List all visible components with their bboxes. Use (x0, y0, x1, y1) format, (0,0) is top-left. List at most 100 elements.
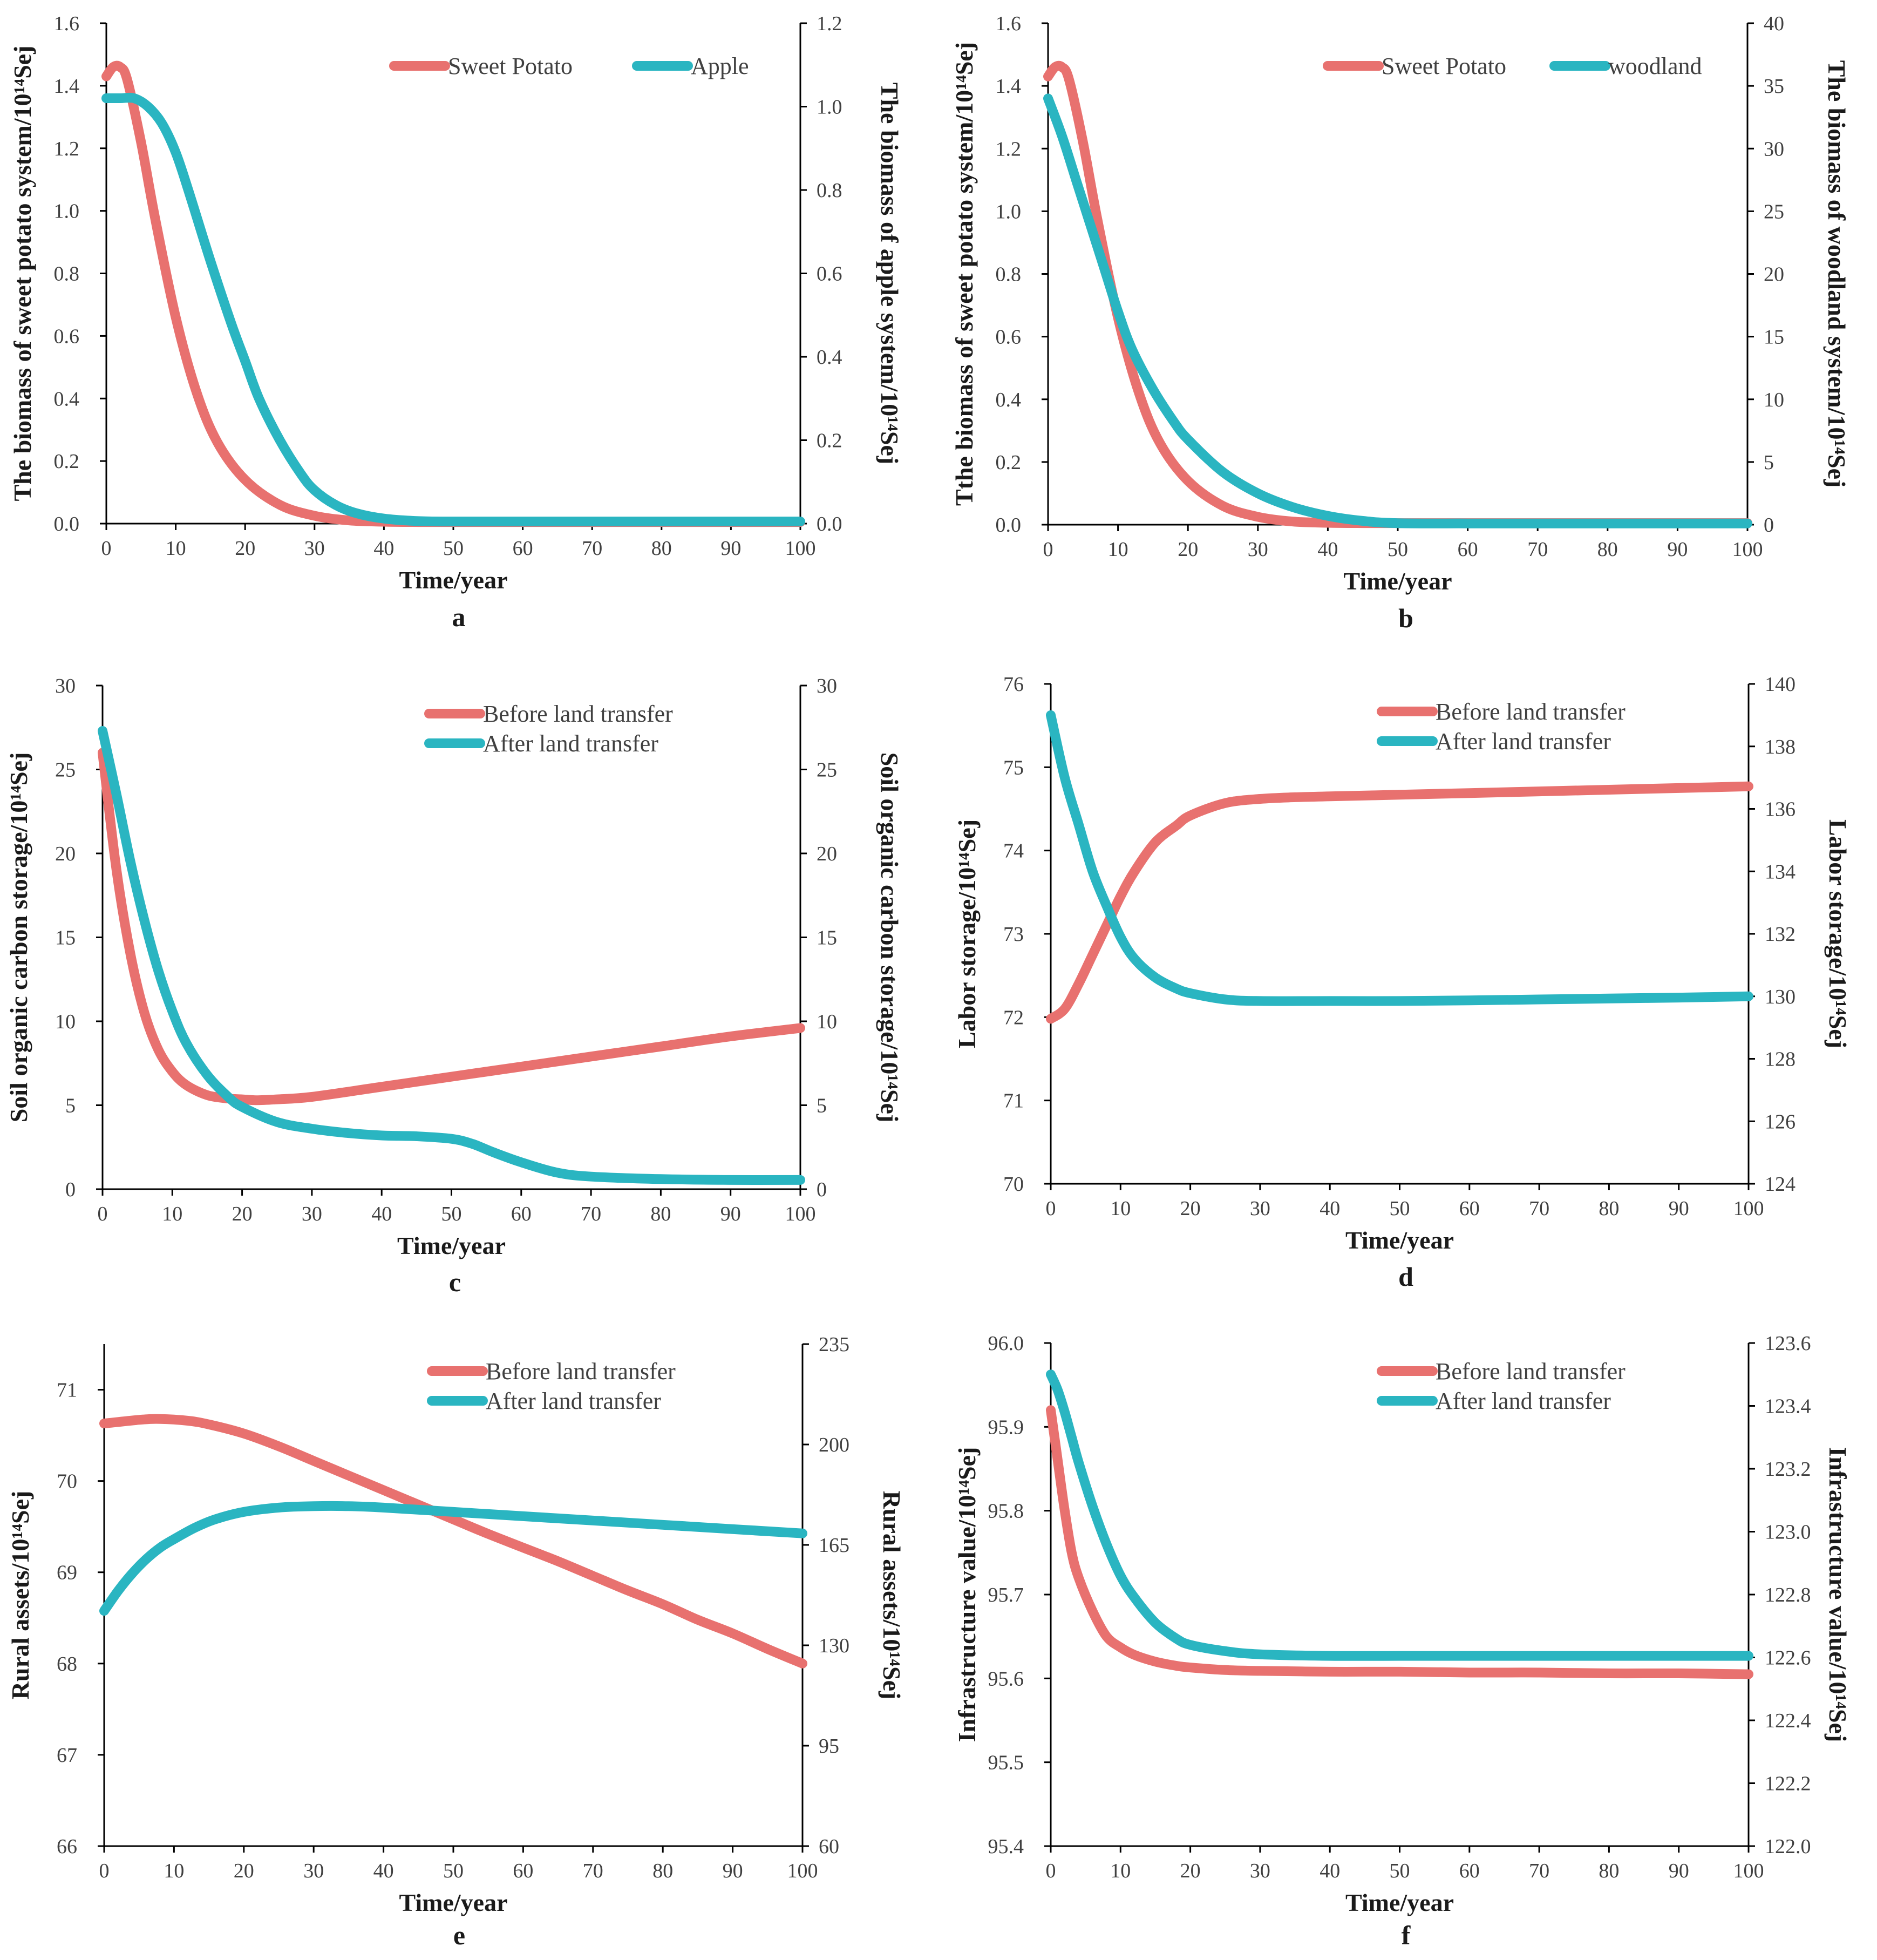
left-y-tick-label: 1.6 (54, 12, 80, 35)
legend-label: Sweet Potato (448, 53, 573, 79)
chart-panel-e: 0 10 20 30 40 50 60 70 80 90 100 66 67 68 69 70 71 60 95 13… (6, 1333, 906, 1950)
right-y-tick-label: 30 (817, 675, 837, 697)
right-y-tick-label: 15 (817, 927, 837, 950)
left-y-tick-label: 95.6 (988, 1667, 1024, 1690)
x-tick-label: 10 (1108, 538, 1128, 561)
x-tick-label: 20 (235, 537, 255, 560)
x-tick-label: 30 (302, 1203, 322, 1225)
left-y-tick-label: 10 (55, 1010, 76, 1033)
x-tick-label: 0 (99, 1860, 110, 1882)
right-y-tick-label: 10 (817, 1010, 837, 1033)
left-y-axis-title: Soil organic carbon storage/10¹⁴Sej (5, 752, 32, 1123)
left-y-tick-label: 0.2 (996, 451, 1022, 474)
x-tick-label: 0 (1046, 1860, 1056, 1882)
x-tick-label: 50 (443, 537, 464, 560)
right-y-axis-title: Rural assets/10¹⁴Sej (878, 1491, 906, 1700)
x-axis-title: Time/year (1344, 567, 1452, 595)
panel-label-d: d (1398, 1262, 1413, 1292)
legend-label: Before land transfer (1436, 1358, 1626, 1385)
legend-label: woodland (1608, 53, 1702, 79)
left-y-tick-label: 25 (55, 759, 76, 782)
x-tick-label: 20 (1180, 1860, 1201, 1882)
right-y-tick-label: 20 (817, 843, 837, 865)
x-tick-label: 100 (1733, 1860, 1764, 1882)
left-y-tick-label: 95.8 (988, 1500, 1024, 1523)
series-line-after-land-transfer (1046, 1369, 1753, 1661)
left-y-axis-title: The biomass of sweet potato system/10¹⁴S… (9, 45, 36, 501)
right-y-tick-label: 0.6 (817, 263, 842, 286)
x-tick-label: 60 (513, 537, 533, 560)
left-y-tick-label: 0.4 (996, 389, 1022, 411)
left-y-axis-title: Rural assets/10¹⁴Sej (6, 1491, 34, 1700)
left-y-tick-label: 71 (1003, 1090, 1024, 1113)
right-y-tick-label: 10 (1764, 389, 1784, 411)
right-y-tick-label: 30 (1764, 138, 1784, 160)
x-tick-label: 60 (511, 1203, 532, 1225)
left-y-axis-title: Tthe biomass of sweet potato system/10¹⁴… (950, 42, 978, 506)
panel-label-e: e (453, 1920, 465, 1950)
right-y-tick-label: 140 (1765, 673, 1796, 696)
left-y-tick-label: 0.0 (996, 514, 1022, 537)
x-tick-label: 40 (1317, 538, 1338, 561)
series-line-after-land-transfer (98, 726, 805, 1185)
left-y-tick-label: 95.4 (988, 1835, 1024, 1858)
left-y-tick-label: 70 (57, 1470, 77, 1493)
x-tick-label: 90 (1669, 1197, 1689, 1220)
x-tick-label: 10 (1110, 1197, 1131, 1220)
x-tick-label: 70 (1529, 1197, 1549, 1220)
series-line-after-land-transfer (99, 1501, 807, 1616)
right-y-tick-label: 5 (817, 1095, 827, 1117)
x-tick-label: 90 (1667, 538, 1688, 561)
legend-label: Apple (691, 53, 749, 79)
x-tick-label: 80 (651, 537, 672, 560)
x-tick-label: 60 (1459, 1197, 1480, 1220)
left-y-tick-label: 68 (57, 1653, 77, 1676)
x-tick-label: 50 (1390, 1860, 1410, 1882)
x-tick-label: 0 (98, 1203, 108, 1225)
x-tick-label: 40 (1320, 1860, 1340, 1882)
x-axis-title: Time/year (399, 566, 508, 594)
x-tick-label: 30 (1248, 538, 1268, 561)
x-axis-title: Time/year (1345, 1889, 1454, 1916)
left-y-tick-label: 96.0 (988, 1332, 1024, 1355)
chart-panel-c: 0 10 20 30 40 50 60 70 80 90 100051015202530051015… (5, 675, 903, 1297)
right-y-tick-label: 128 (1765, 1048, 1796, 1071)
right-y-tick-label: 126 (1765, 1110, 1796, 1133)
x-tick-label: 100 (1733, 1197, 1764, 1220)
panel-label-f: f (1402, 1920, 1411, 1950)
x-tick-label: 40 (371, 1203, 392, 1225)
x-tick-label: 100 (785, 1203, 816, 1225)
right-y-tick-label: 0 (817, 1178, 827, 1201)
x-axis-title: Time/year (1345, 1226, 1454, 1254)
right-y-tick-label: 138 (1765, 736, 1796, 758)
x-tick-label: 30 (1250, 1197, 1270, 1220)
x-axis-title: Time/year (399, 1889, 508, 1916)
x-tick-label: 30 (303, 1860, 324, 1882)
right-y-tick-label: 122.8 (1765, 1584, 1811, 1606)
x-tick-label: 100 (787, 1860, 818, 1882)
left-y-tick-label: 5 (65, 1095, 76, 1117)
right-y-tick-label: 122.2 (1765, 1773, 1811, 1795)
x-tick-label: 20 (1178, 538, 1198, 561)
chart-panel-a: 0 10 20 30 40 50 60 70 80 90 1000.00.20.40.60.81.0… (9, 12, 903, 632)
right-y-axis-title: Labor storage/10¹⁴Sej (1824, 819, 1852, 1048)
left-y-tick-label: 0.8 (54, 263, 80, 286)
legend-label: After land transfer (1436, 728, 1611, 755)
x-tick-label: 70 (582, 537, 602, 560)
right-y-tick-label: 95 (819, 1735, 839, 1758)
series-line-woodland (1043, 93, 1752, 528)
right-y-tick-label: 136 (1765, 798, 1796, 821)
right-y-tick-label: 123.2 (1765, 1458, 1811, 1481)
x-tick-label: 80 (1599, 1860, 1619, 1882)
right-y-tick-label: 25 (817, 759, 837, 782)
left-y-tick-label: 1.4 (996, 75, 1022, 98)
right-y-tick-label: 0.8 (817, 179, 842, 202)
left-y-tick-label: 0.6 (996, 326, 1022, 349)
right-y-tick-label: 165 (819, 1534, 849, 1557)
x-tick-label: 90 (720, 537, 741, 560)
x-tick-label: 50 (443, 1860, 464, 1882)
left-y-tick-label: 1.6 (996, 12, 1022, 35)
right-y-tick-label: 15 (1764, 326, 1784, 349)
x-tick-label: 100 (1732, 538, 1763, 561)
right-y-axis-title: The biomass of woodland system/10¹⁴Sej (1823, 60, 1851, 488)
